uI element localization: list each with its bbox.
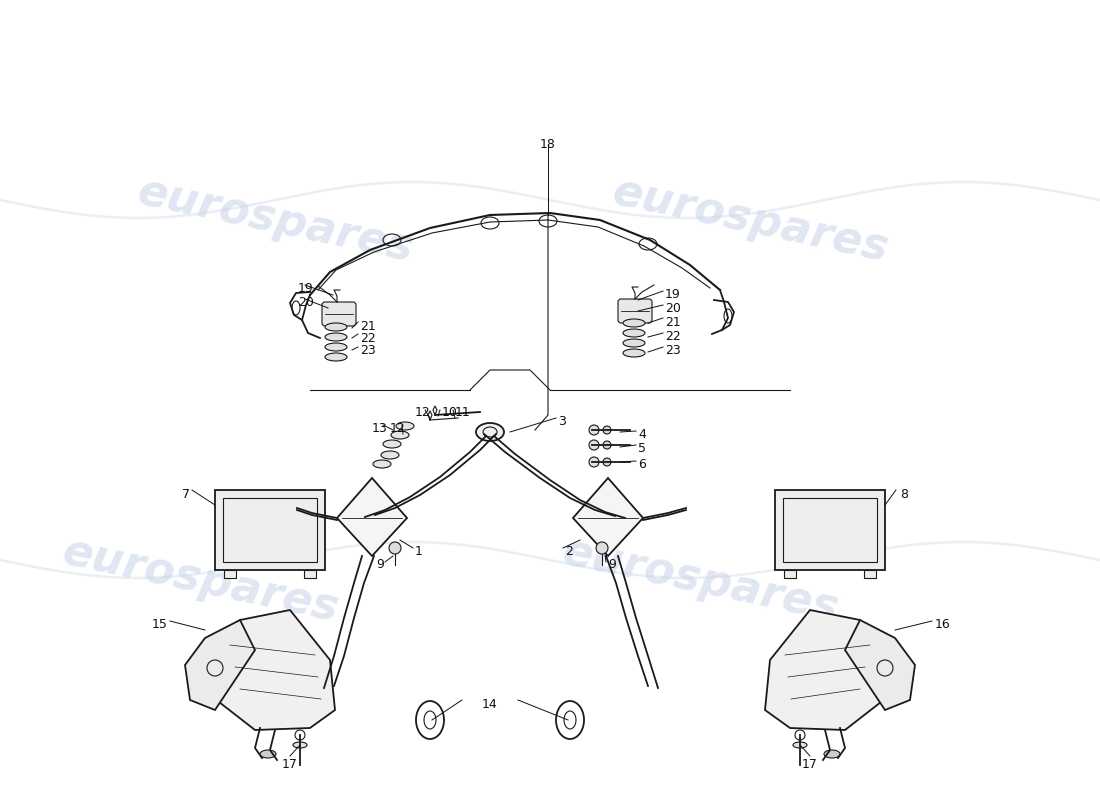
Polygon shape (845, 620, 915, 710)
Ellipse shape (389, 542, 402, 554)
Ellipse shape (260, 750, 276, 758)
Ellipse shape (476, 423, 504, 441)
Text: 12: 12 (415, 406, 431, 419)
Ellipse shape (396, 422, 414, 430)
Ellipse shape (383, 440, 402, 448)
Ellipse shape (623, 319, 645, 327)
Polygon shape (764, 610, 890, 730)
Text: 23: 23 (666, 344, 681, 357)
Ellipse shape (623, 339, 645, 347)
FancyBboxPatch shape (864, 570, 876, 578)
Text: 15: 15 (152, 618, 168, 631)
Text: eurospares: eurospares (558, 530, 843, 630)
Ellipse shape (603, 458, 611, 466)
Text: 10: 10 (442, 406, 458, 419)
Text: eurospares: eurospares (133, 170, 417, 270)
Ellipse shape (324, 343, 346, 351)
Ellipse shape (373, 460, 390, 468)
Polygon shape (210, 610, 336, 730)
Polygon shape (185, 620, 255, 710)
Ellipse shape (588, 440, 600, 450)
Text: 1: 1 (415, 545, 422, 558)
Text: 18: 18 (540, 138, 556, 151)
Text: 11: 11 (455, 406, 471, 419)
Ellipse shape (623, 349, 645, 357)
Text: 2: 2 (565, 545, 573, 558)
Ellipse shape (324, 333, 346, 341)
Ellipse shape (324, 323, 346, 331)
Text: 6: 6 (638, 458, 646, 471)
Text: 20: 20 (666, 302, 681, 315)
Text: 13: 13 (372, 422, 387, 435)
Text: 5: 5 (638, 442, 646, 455)
Text: 21: 21 (666, 316, 681, 329)
FancyBboxPatch shape (618, 299, 652, 323)
FancyBboxPatch shape (224, 570, 236, 578)
Text: 22: 22 (360, 332, 376, 345)
Text: 8: 8 (900, 488, 908, 501)
Ellipse shape (824, 750, 840, 758)
Ellipse shape (324, 353, 346, 361)
Ellipse shape (381, 451, 399, 459)
Text: 17: 17 (282, 758, 298, 771)
Polygon shape (573, 478, 644, 556)
Text: 9: 9 (376, 558, 384, 571)
Ellipse shape (588, 425, 600, 435)
FancyBboxPatch shape (304, 570, 316, 578)
Text: 12: 12 (390, 422, 406, 435)
Ellipse shape (603, 441, 611, 449)
Text: 14: 14 (482, 698, 498, 711)
Ellipse shape (293, 742, 307, 748)
Ellipse shape (603, 426, 611, 434)
FancyBboxPatch shape (322, 302, 356, 326)
Text: 7: 7 (182, 488, 190, 501)
Text: 22: 22 (666, 330, 681, 343)
Text: 21: 21 (360, 320, 376, 333)
Text: 19: 19 (666, 288, 681, 301)
Text: 23: 23 (360, 344, 376, 357)
Ellipse shape (793, 742, 807, 748)
Text: eurospares: eurospares (608, 170, 892, 270)
Text: 19: 19 (298, 282, 314, 295)
FancyBboxPatch shape (784, 570, 796, 578)
Text: 4: 4 (638, 428, 646, 441)
Ellipse shape (588, 457, 600, 467)
Text: 16: 16 (935, 618, 950, 631)
Ellipse shape (623, 329, 645, 337)
Polygon shape (337, 478, 407, 556)
Text: 3: 3 (558, 415, 565, 428)
Text: eurospares: eurospares (58, 530, 342, 630)
Text: 17: 17 (802, 758, 818, 771)
Ellipse shape (596, 542, 608, 554)
Text: 9: 9 (608, 558, 616, 571)
FancyBboxPatch shape (214, 490, 324, 570)
Ellipse shape (390, 431, 409, 439)
FancyBboxPatch shape (776, 490, 886, 570)
Text: 20: 20 (298, 296, 314, 309)
